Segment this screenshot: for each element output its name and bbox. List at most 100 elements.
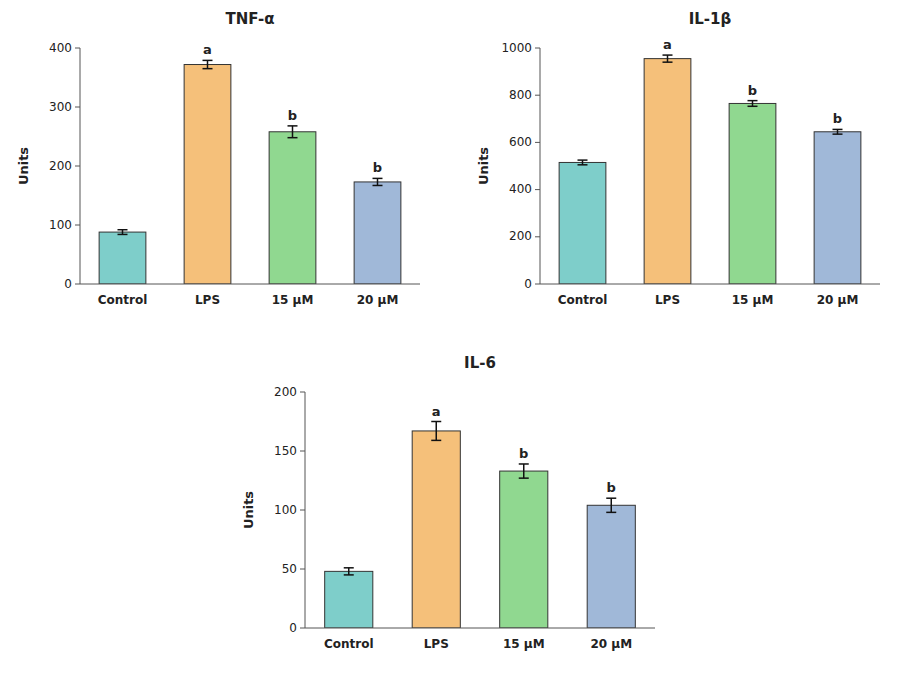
bar <box>412 431 460 628</box>
annotation: b <box>519 446 528 461</box>
error-line <box>611 498 613 512</box>
y-tick <box>300 569 305 570</box>
panel: IL-1β02004006008001000UnitsabbControlLPS… <box>476 10 880 307</box>
error-bar <box>578 160 588 165</box>
y-tick <box>75 166 80 167</box>
bar <box>644 59 691 284</box>
y-tick-label: 400 <box>49 41 72 55</box>
error-line <box>752 101 754 107</box>
annotation: b <box>748 83 757 98</box>
error-cap <box>578 159 588 161</box>
error-bar <box>431 422 441 441</box>
error-line <box>348 568 350 575</box>
annotation: b <box>607 480 616 495</box>
error-cap <box>833 133 843 135</box>
bar <box>354 182 401 284</box>
x-tick-label: Control <box>98 293 148 307</box>
error-bar <box>118 230 128 235</box>
bar <box>269 132 316 284</box>
y-axis-label: Units <box>16 147 31 185</box>
panel: TNF-α0100200300400UnitsabbControlLPS15 μ… <box>16 10 420 307</box>
x-tick-label: 15 μM <box>272 293 314 307</box>
error-cap <box>288 137 298 139</box>
x-tick-label: 15 μM <box>732 293 774 307</box>
error-cap <box>288 125 298 127</box>
error-line <box>523 464 525 478</box>
error-line <box>377 178 379 185</box>
y-tick <box>75 48 80 49</box>
y-tick-label: 0 <box>64 277 72 291</box>
error-bar <box>288 126 298 138</box>
x-tick-label: Control <box>324 637 374 651</box>
error-cap <box>203 60 213 62</box>
error-cap <box>663 54 673 56</box>
error-cap <box>519 463 529 465</box>
error-cap <box>578 164 588 166</box>
bar <box>559 162 606 284</box>
y-axis-line <box>305 392 306 628</box>
y-axis-line <box>540 48 541 284</box>
chart-title: IL-1β <box>689 10 732 28</box>
error-cap <box>344 574 354 576</box>
x-tick-label: 15 μM <box>503 637 545 651</box>
annotation: b <box>833 111 842 126</box>
annotation: a <box>663 37 672 52</box>
bar <box>814 132 861 284</box>
error-bar <box>833 129 843 134</box>
error-bar <box>373 178 383 185</box>
y-tick-label: 200 <box>509 229 532 243</box>
error-cap <box>431 421 441 423</box>
y-tick-label: 600 <box>509 135 532 149</box>
y-axis-label: Units <box>241 491 256 529</box>
chart-title: TNF-α <box>225 10 274 28</box>
x-tick-label: Control <box>558 293 608 307</box>
error-cap <box>373 178 383 180</box>
error-cap <box>748 100 758 102</box>
y-tick <box>300 628 305 629</box>
y-tick <box>75 107 80 108</box>
chart-title: IL-6 <box>464 354 496 372</box>
annotation: a <box>432 404 441 419</box>
x-axis-line <box>80 284 420 285</box>
y-tick-label: 0 <box>524 277 532 291</box>
bar <box>587 505 635 628</box>
error-bar <box>663 55 673 62</box>
bar <box>325 571 373 628</box>
bar <box>99 232 146 284</box>
error-cap <box>431 440 441 442</box>
error-line <box>436 422 438 441</box>
error-line <box>667 55 669 62</box>
error-bar <box>606 498 616 512</box>
y-tick <box>535 236 540 237</box>
error-cap <box>118 229 128 231</box>
x-tick-label: LPS <box>195 293 220 307</box>
y-tick-label: 200 <box>49 159 72 173</box>
bar <box>500 471 548 628</box>
x-axis-line <box>540 284 880 285</box>
bar <box>184 65 231 284</box>
marks <box>559 55 861 284</box>
y-tick-label: 400 <box>509 182 532 196</box>
error-cap <box>118 234 128 236</box>
y-tick <box>535 142 540 143</box>
y-tick-label: 0 <box>289 621 297 635</box>
y-tick <box>300 510 305 511</box>
panel: IL-6050100150200UnitsabbControlLPS15 μM2… <box>241 354 655 651</box>
error-cap <box>373 185 383 187</box>
y-tick-label: 1000 <box>501 41 532 55</box>
x-axis-line <box>305 628 655 629</box>
error-bar <box>203 60 213 68</box>
y-tick <box>535 284 540 285</box>
y-axis-label: Units <box>476 147 491 185</box>
annotation: b <box>373 160 382 175</box>
x-tick-label: LPS <box>655 293 680 307</box>
error-cap <box>344 567 354 569</box>
error-cap <box>203 68 213 70</box>
y-axis-line <box>80 48 81 284</box>
y-tick <box>75 225 80 226</box>
chart-canvas: TNF-α0100200300400UnitsabbControlLPS15 μ… <box>0 0 916 677</box>
bar <box>729 103 776 284</box>
error-bar <box>748 101 758 107</box>
y-tick-label: 100 <box>274 503 297 517</box>
y-tick <box>75 284 80 285</box>
